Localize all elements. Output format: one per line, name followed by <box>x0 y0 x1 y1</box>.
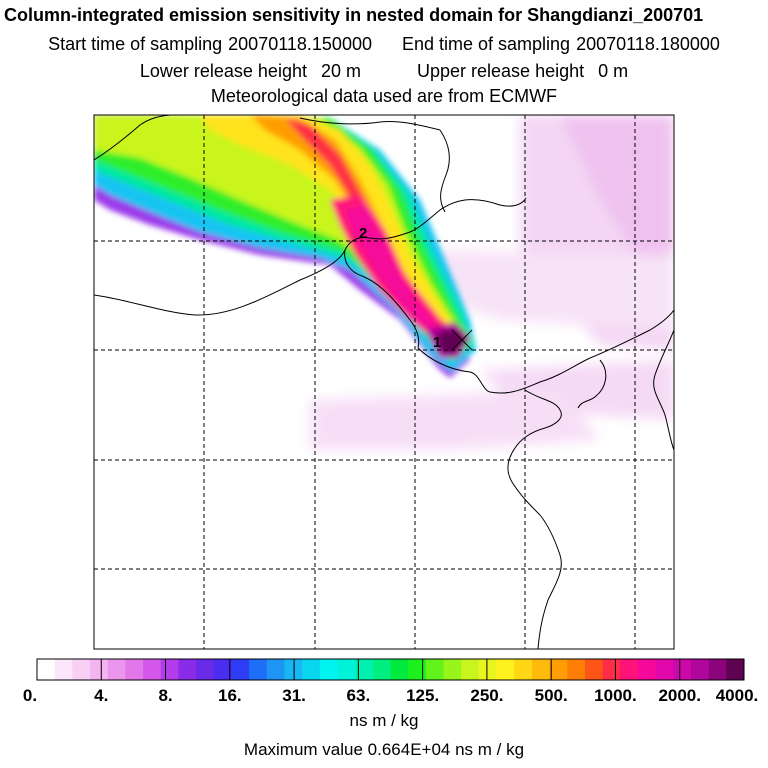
start-time-value: 20070118.150000 <box>228 34 372 54</box>
colorbar-swatch <box>478 659 498 680</box>
colorbar-tick-label: 8. <box>158 686 173 705</box>
lower-height-value: 20 m <box>320 61 361 81</box>
colorbar-swatch <box>266 659 285 680</box>
colorbar-swatch <box>637 659 657 680</box>
colorbar-swatch <box>72 659 91 680</box>
start-time-label: Start time of sampling <box>48 34 223 54</box>
colorbar-tick-label: 16. <box>217 686 242 705</box>
colorbar-tick-label: 31. <box>282 686 306 705</box>
colorbar-swatch <box>673 659 692 680</box>
river-east <box>439 129 450 213</box>
colorbar-swatch <box>231 659 250 680</box>
plot-title: Column-integrated emission sensitivity i… <box>4 5 704 25</box>
coastline-korea <box>653 329 674 451</box>
colorbar-tick-label: 0. <box>22 686 38 705</box>
colorbar-swatch <box>107 659 126 680</box>
colorbar-swatch <box>90 659 109 680</box>
colorbar-tick-label: 4. <box>94 686 109 705</box>
colorbar-swatch <box>302 659 321 680</box>
colorbar-tick-label: 500. <box>534 686 568 705</box>
marker-label-2: 2 <box>359 225 367 242</box>
end-time-label: End time of sampling <box>401 34 571 54</box>
colorbar-swatch <box>549 659 568 680</box>
colorbar-tick-label: 250. <box>470 686 504 705</box>
colorbar-swatch <box>408 659 427 680</box>
sampling-time-line: Start time of sampling 20070118.150000 E… <box>0 33 768 55</box>
met-data-line: Meteorological data used are from ECMWF <box>210 86 558 106</box>
lower-height-label: Lower release height <box>139 61 307 81</box>
colorbar-swatch <box>125 659 144 680</box>
colorbar-tick-label: 4000. <box>715 686 759 705</box>
release-height-line: Lower release height 20 m Upper release … <box>0 60 768 82</box>
colorbar-swatch <box>584 659 604 680</box>
colorbar-swatch <box>54 659 73 680</box>
colorbar-tick-label: 63. <box>346 686 371 705</box>
receptor-marker-icon <box>451 329 473 351</box>
marker-label-1: 1 <box>433 334 441 351</box>
colorbar-swatch <box>284 659 303 680</box>
colorbar-swatch <box>337 659 356 680</box>
coastline-inner <box>577 359 607 409</box>
colorbar-tick-label: 1000. <box>594 686 637 705</box>
colorbar-swatch <box>213 659 232 680</box>
border-northwest <box>94 115 171 161</box>
colorbar-swatch <box>567 659 586 680</box>
colorbar-swatch <box>196 659 215 680</box>
graticule <box>94 115 674 649</box>
colorbar-swatch <box>372 659 391 680</box>
colorbar-swatch <box>425 659 445 680</box>
sensitivity-field <box>94 115 674 649</box>
colorbar-swatch <box>390 659 409 680</box>
colorbar-units: ns m / kg <box>349 711 419 730</box>
colorbar-swatch <box>355 659 374 680</box>
coastline-north <box>94 197 527 316</box>
coastline-east-china <box>507 389 562 649</box>
colorbar-swatch <box>655 659 674 680</box>
colorbar-swatch <box>319 659 338 680</box>
colorbar-frame <box>36 658 745 681</box>
colorbar-swatch <box>143 659 162 680</box>
border-north <box>299 117 441 131</box>
plume <box>94 115 476 378</box>
colorbar-swatch <box>602 659 621 680</box>
upper-height-value: 0 m <box>598 61 629 81</box>
colorbar-swatch <box>496 659 515 680</box>
colorbar-swatch <box>531 659 551 680</box>
colorbar-swatch <box>37 659 56 680</box>
colorbar-swatch <box>461 659 480 680</box>
coastline-korea-north <box>589 309 674 359</box>
colorbar-swatch <box>178 659 197 680</box>
colorbar-swatch <box>249 659 268 680</box>
coastline-liaodong <box>417 347 591 394</box>
map-frame <box>93 114 675 650</box>
end-time-value: 20070118.180000 <box>576 34 720 54</box>
colorbar-tick-label: 2000. <box>658 686 701 705</box>
colorbar-swatch <box>690 659 710 680</box>
coastlines <box>94 115 674 649</box>
colorbar-swatch <box>443 659 462 680</box>
colorbar-swatch <box>160 659 179 680</box>
maximum-value: Maximum value 0.664E+04 ns m / kg <box>243 740 525 759</box>
colorbar-swatch <box>708 659 727 680</box>
colorbar-tick-label: 125. <box>406 686 440 705</box>
colorbar-swatch <box>726 659 745 680</box>
colorbar <box>36 658 745 681</box>
coastline-bohai <box>344 249 420 349</box>
colorbar-swatch <box>514 659 533 680</box>
upper-height-label: Upper release height <box>417 61 585 81</box>
colorbar-swatch <box>620 659 639 680</box>
